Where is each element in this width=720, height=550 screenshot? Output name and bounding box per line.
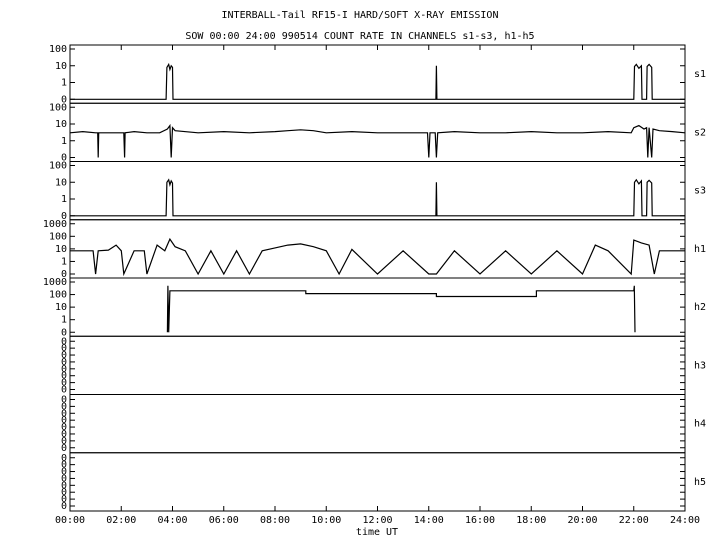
y-tick-label: 100 (49, 290, 67, 301)
y-tick-label: 0 (61, 415, 67, 426)
y-tick-label: 10 (55, 119, 67, 130)
x-tick-label: 02:00 (106, 515, 136, 526)
y-tick-label: 0 (61, 494, 67, 505)
panel-frame (69, 277, 686, 337)
y-tick-label: 0 (61, 378, 67, 389)
panel-frame (69, 394, 686, 454)
y-tick-label: 1 (61, 136, 67, 147)
panel-frame (69, 335, 686, 395)
y-tick-label: 0 (61, 453, 67, 464)
y-tick-label: 0 (61, 395, 67, 406)
y-tick-label: 0 (61, 269, 67, 280)
y-tick-label: 0 (61, 357, 67, 368)
trace (70, 62, 685, 100)
y-tick-label: 0 (61, 487, 67, 498)
x-tick-label: 20:00 (567, 515, 597, 526)
y-tick-label: 0 (61, 443, 67, 454)
y-tick-label: 0 (61, 422, 67, 433)
y-tick-label: 1000 (43, 277, 67, 288)
y-tick-label: 100 (49, 44, 67, 55)
x-tick-label: 14:00 (414, 515, 444, 526)
y-tick-label: 1 (61, 315, 67, 326)
chart-subtitle: SOW 00:00 24:00 990514 COUNT RATE IN CHA… (185, 31, 534, 42)
chart-title: INTERBALL-Tail RF15-I HARD/SOFT X-RAY EM… (222, 10, 499, 21)
y-tick-label: 10 (55, 302, 67, 313)
panel-frame (69, 452, 686, 512)
panel-label: h3 (694, 360, 706, 371)
y-tick-label: 0 (61, 336, 67, 347)
x-tick-label: 24:00 (670, 515, 700, 526)
y-tick-label: 100 (49, 102, 67, 113)
trace (166, 285, 636, 333)
y-tick-label: 0 (61, 467, 67, 478)
y-tick-label: 0 (61, 436, 67, 447)
x-tick-label: 04:00 (157, 515, 187, 526)
y-tick-label: 0 (61, 350, 67, 361)
x-tick-label: 12:00 (362, 515, 392, 526)
y-tick-label: 1 (61, 194, 67, 205)
x-tick-label: 10:00 (311, 515, 341, 526)
x-tick-label: 06:00 (209, 515, 239, 526)
y-tick-label: 0 (61, 480, 67, 491)
panel-label: h2 (694, 302, 706, 313)
x-tick-label: 16:00 (465, 515, 495, 526)
trace (70, 237, 685, 277)
y-tick-label: 1 (61, 78, 67, 89)
x-axis-label: time UT (356, 527, 398, 538)
panel-label: s1 (694, 69, 706, 80)
y-tick-label: 0 (61, 460, 67, 471)
panel-frame (69, 44, 686, 104)
x-tick-label: 22:00 (619, 515, 649, 526)
panel-label: h1 (694, 244, 706, 255)
panel-frame (69, 161, 686, 221)
y-tick-label: 0 (61, 429, 67, 440)
panel-label: s2 (694, 127, 706, 138)
y-tick-label: 0 (61, 408, 67, 419)
y-tick-label: 0 (61, 211, 67, 222)
y-tick-label: 0 (61, 371, 67, 382)
y-tick-label: 0 (61, 501, 67, 512)
y-tick-label: 1 (61, 256, 67, 267)
y-tick-label: 0 (61, 364, 67, 375)
panel-label: h4 (694, 419, 706, 430)
y-tick-label: 10 (55, 177, 67, 188)
y-tick-label: 10 (55, 244, 67, 255)
y-tick-label: 0 (61, 343, 67, 354)
y-tick-label: 0 (61, 385, 67, 396)
y-tick-label: 1000 (43, 219, 67, 230)
x-tick-label: 18:00 (516, 515, 546, 526)
trace (70, 178, 685, 217)
y-tick-label: 10 (55, 61, 67, 72)
panel-label: h5 (694, 477, 706, 488)
y-tick-label: 0 (61, 401, 67, 412)
y-tick-label: 0 (61, 473, 67, 484)
x-tick-label: 08:00 (260, 515, 290, 526)
y-tick-label: 100 (49, 161, 67, 172)
y-tick-label: 0 (61, 153, 67, 164)
y-tick-label: 100 (49, 231, 67, 242)
y-tick-label: 0 (61, 94, 67, 105)
x-tick-label: 00:00 (55, 515, 85, 526)
trace (69, 123, 686, 158)
y-tick-label: 0 (61, 327, 67, 338)
panel-label: s3 (694, 186, 706, 197)
